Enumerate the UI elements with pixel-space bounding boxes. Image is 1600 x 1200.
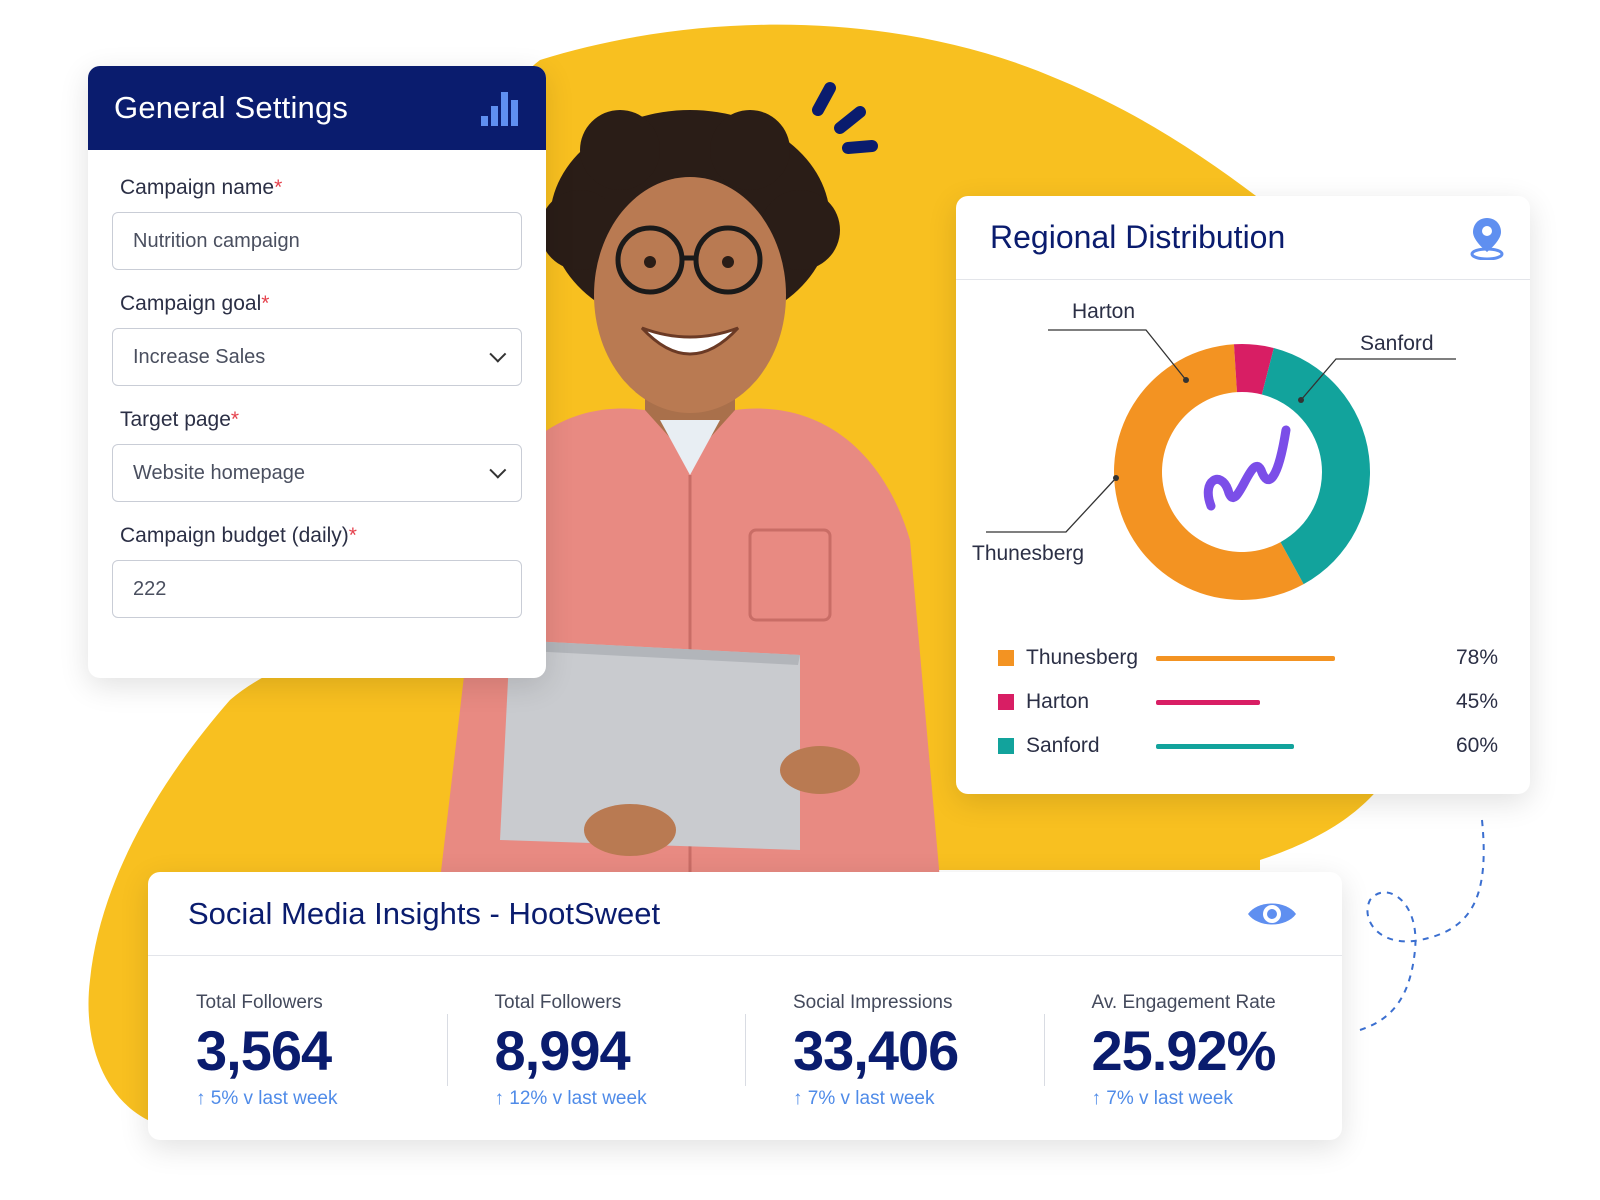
callout-thunesberg: Thunesberg bbox=[972, 542, 1084, 565]
legend-name: Harton bbox=[1026, 690, 1090, 713]
thunesberg-swatch bbox=[998, 650, 1014, 666]
stat-label: Social Impressions bbox=[793, 992, 953, 1013]
map-pin-icon bbox=[1470, 217, 1504, 260]
sanford-swatch bbox=[998, 738, 1014, 754]
general-settings-card: General Settings Campaign name* Nutritio… bbox=[88, 66, 546, 678]
campaign-goal-label: Campaign goal* bbox=[120, 292, 270, 315]
bar-chart-icon bbox=[481, 90, 518, 126]
legend-pct: 60% bbox=[1455, 734, 1498, 757]
donut-slice-thunesberg bbox=[1114, 344, 1304, 600]
callout-harton: Harton bbox=[1072, 300, 1135, 323]
spark-decoration bbox=[812, 82, 878, 154]
social-media-insights-title: Social Media Insights - HootSweet bbox=[188, 895, 661, 931]
stat-change: ↑ 5% v last week bbox=[196, 1088, 338, 1109]
legend-bar-harton bbox=[1156, 699, 1260, 705]
donut-slice-sanford bbox=[1261, 348, 1370, 585]
campaign-budget-label: Campaign budget (daily)* bbox=[120, 524, 357, 547]
legend-row-thunesberg: Thunesberg 78% bbox=[998, 636, 1498, 680]
stat-value: 3,564 bbox=[196, 1019, 332, 1082]
campaign-goal-select[interactable]: Increase Sales bbox=[112, 328, 522, 386]
campaign-goal-value: Increase Sales bbox=[133, 345, 266, 368]
stat-value: 33,406 bbox=[793, 1019, 959, 1082]
social-media-insights-header: Social Media Insights - HootSweet bbox=[148, 872, 1342, 956]
stat-label: Total Followers bbox=[494, 992, 622, 1013]
legend-row-harton: Harton 45% bbox=[998, 680, 1498, 724]
social-media-insights-card: Social Media Insights - HootSweet Total … bbox=[148, 872, 1342, 1140]
regional-legend: Thunesberg 78% Harton 45% Sanford 60% bbox=[998, 636, 1498, 768]
callout-sanford: Sanford bbox=[1360, 332, 1434, 355]
stat-value: 8,994 bbox=[494, 1019, 631, 1082]
regional-distribution-card: Regional Distribution Harton Sanford Thu… bbox=[956, 196, 1530, 794]
legend-name: Sanford bbox=[1026, 734, 1100, 757]
campaign-budget-input[interactable]: 222 bbox=[112, 560, 522, 618]
donut-chart: Harton Sanford Thunesberg bbox=[972, 300, 1456, 600]
stat-total-followers-1: Total Followers 3,564 ↑ 5% v last week bbox=[148, 992, 447, 1110]
eye-icon[interactable] bbox=[1246, 898, 1298, 930]
campaign-name-label: Campaign name* bbox=[120, 176, 283, 199]
legend-name: Thunesberg bbox=[1026, 646, 1139, 669]
general-settings-title: General Settings bbox=[114, 90, 349, 125]
campaign-budget-value: 222 bbox=[133, 577, 167, 600]
regional-distribution-header: Regional Distribution bbox=[956, 196, 1530, 280]
harton-swatch bbox=[998, 694, 1014, 710]
donut-slice-harton bbox=[1233, 344, 1274, 395]
legend-bar-thunesberg bbox=[1156, 655, 1336, 661]
regional-distribution-title: Regional Distribution bbox=[990, 219, 1286, 255]
chevron-down-icon bbox=[489, 345, 507, 363]
stat-label: Av. Engagement Rate bbox=[1091, 992, 1276, 1013]
campaign-name-input[interactable]: Nutrition campaign bbox=[112, 212, 522, 270]
legend-pct: 45% bbox=[1455, 690, 1498, 713]
stat-change: ↑ 7% v last week bbox=[793, 1088, 935, 1109]
legend-bar-sanford bbox=[1156, 743, 1294, 749]
legend-pct: 78% bbox=[1455, 646, 1498, 669]
target-page-label: Target page* bbox=[120, 408, 240, 431]
legend-row-sanford: Sanford 60% bbox=[998, 724, 1498, 768]
stats-row: Total Followers 3,564 ↑ 5% v last week T… bbox=[148, 956, 1342, 1110]
stat-change: ↑ 12% v last week bbox=[494, 1088, 647, 1109]
target-page-select[interactable]: Website homepage bbox=[112, 444, 522, 502]
stat-total-followers-2: Total Followers 8,994 ↑ 12% v last week bbox=[446, 992, 746, 1110]
stat-change: ↑ 7% v last week bbox=[1091, 1088, 1234, 1109]
brand-squiggle-icon bbox=[1203, 425, 1291, 511]
person-illustration bbox=[440, 110, 940, 880]
stat-label: Total Followers bbox=[196, 992, 323, 1013]
stat-social-impressions: Social Impressions 33,406 ↑ 7% v last we… bbox=[745, 992, 1044, 1110]
chevron-down-icon bbox=[489, 461, 507, 479]
target-page-value: Website homepage bbox=[133, 461, 305, 484]
stat-engagement-rate: Av. Engagement Rate 25.92% ↑ 7% v last w… bbox=[1043, 992, 1343, 1110]
campaign-name-value: Nutrition campaign bbox=[133, 229, 300, 252]
general-settings-header: General Settings bbox=[88, 66, 546, 150]
stat-value: 25.92% bbox=[1091, 1019, 1277, 1082]
